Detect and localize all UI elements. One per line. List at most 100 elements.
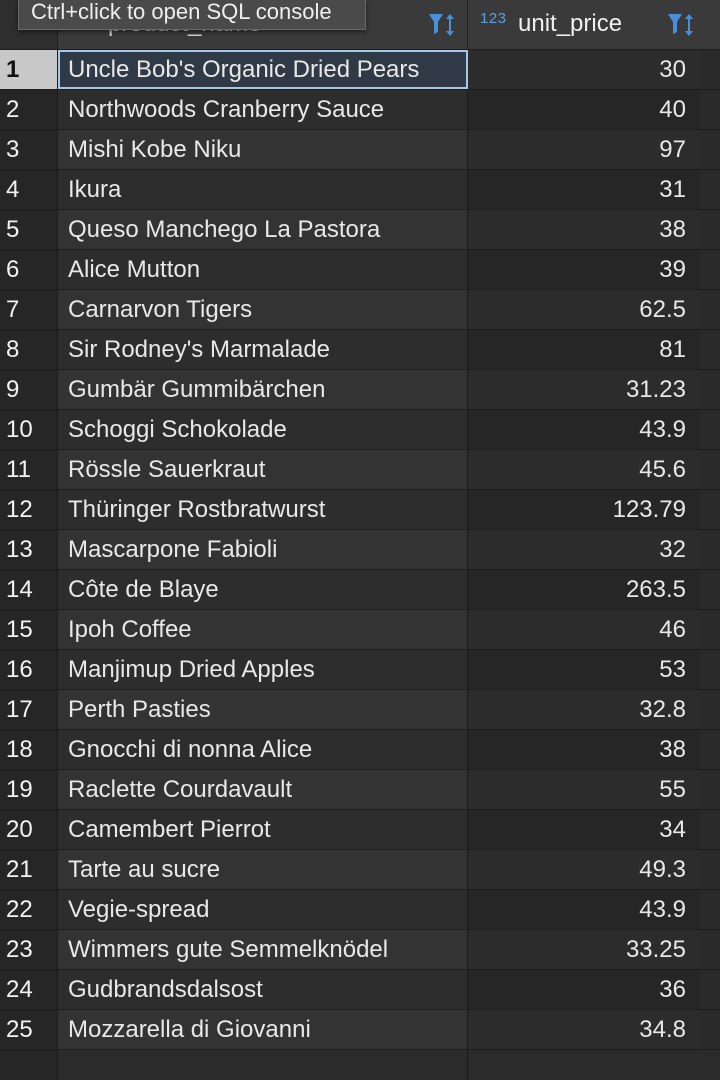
row-number[interactable]: 11 xyxy=(0,450,58,489)
row-number[interactable]: 25 xyxy=(0,1010,58,1049)
table-row[interactable]: 1 Uncle Bob's Organic Dried Pears 30 xyxy=(0,50,720,90)
cell-product-name[interactable]: Mishi Kobe Niku xyxy=(58,130,468,169)
cell-unit-price[interactable]: 31.23 xyxy=(468,370,700,409)
cell-product-name[interactable]: Wimmers gute Semmelknödel xyxy=(58,930,468,969)
filter-sort-icon[interactable] xyxy=(666,10,698,40)
cell-product-name[interactable]: Gnocchi di nonna Alice xyxy=(58,730,468,769)
row-number[interactable]: 24 xyxy=(0,970,58,1009)
cell-unit-price[interactable]: 36 xyxy=(468,970,700,1009)
table-row[interactable]: 25 Mozzarella di Giovanni 34.8 xyxy=(0,1010,720,1050)
table-row[interactable]: 16 Manjimup Dried Apples 53 xyxy=(0,650,720,690)
row-number[interactable]: 5 xyxy=(0,210,58,249)
row-number[interactable]: 1 xyxy=(0,50,58,89)
row-number[interactable]: 9 xyxy=(0,370,58,409)
cell-product-name[interactable]: Mascarpone Fabioli xyxy=(58,530,468,569)
cell-product-name[interactable]: Mozzarella di Giovanni xyxy=(58,1010,468,1049)
cell-product-name[interactable]: Tarte au sucre xyxy=(58,850,468,889)
table-row[interactable]: 15 Ipoh Coffee 46 xyxy=(0,610,720,650)
table-row[interactable]: 7 Carnarvon Tigers 62.5 xyxy=(0,290,720,330)
table-row[interactable]: 21 Tarte au sucre 49.3 xyxy=(0,850,720,890)
table-row[interactable]: 8 Sir Rodney's Marmalade 81 xyxy=(0,330,720,370)
cell-unit-price[interactable]: 39 xyxy=(468,250,700,289)
cell-unit-price[interactable]: 32.8 xyxy=(468,690,700,729)
row-number[interactable]: 14 xyxy=(0,570,58,609)
table-row[interactable]: 19 Raclette Courdavault 55 xyxy=(0,770,720,810)
cell-product-name[interactable]: Uncle Bob's Organic Dried Pears xyxy=(58,50,468,89)
table-row[interactable]: 5 Queso Manchego La Pastora 38 xyxy=(0,210,720,250)
table-row[interactable]: 17 Perth Pasties 32.8 xyxy=(0,690,720,730)
cell-product-name[interactable]: Perth Pasties xyxy=(58,690,468,729)
cell-product-name[interactable]: Ipoh Coffee xyxy=(58,610,468,649)
table-row[interactable]: 23 Wimmers gute Semmelknödel 33.25 xyxy=(0,930,720,970)
cell-product-name[interactable]: Rössle Sauerkraut xyxy=(58,450,468,489)
cell-unit-price[interactable]: 43.9 xyxy=(468,410,700,449)
cell-product-name[interactable]: Raclette Courdavault xyxy=(58,770,468,809)
table-row[interactable]: 9 Gumbär Gummibärchen 31.23 xyxy=(0,370,720,410)
cell-product-name[interactable]: Thüringer Rostbratwurst xyxy=(58,490,468,529)
row-number[interactable]: 19 xyxy=(0,770,58,809)
table-row[interactable]: 2 Northwoods Cranberry Sauce 40 xyxy=(0,90,720,130)
cell-unit-price[interactable]: 55 xyxy=(468,770,700,809)
row-number[interactable]: 16 xyxy=(0,650,58,689)
table-row[interactable]: 24 Gudbrandsdalsost 36 xyxy=(0,970,720,1010)
cell-product-name[interactable]: Carnarvon Tigers xyxy=(58,290,468,329)
row-number[interactable]: 4 xyxy=(0,170,58,209)
row-number[interactable]: 17 xyxy=(0,690,58,729)
row-number[interactable]: 20 xyxy=(0,810,58,849)
cell-unit-price[interactable]: 62.5 xyxy=(468,290,700,329)
cell-unit-price[interactable]: 40 xyxy=(468,90,700,129)
cell-unit-price[interactable]: 49.3 xyxy=(468,850,700,889)
row-number[interactable]: 3 xyxy=(0,130,58,169)
table-row[interactable]: 18 Gnocchi di nonna Alice 38 xyxy=(0,730,720,770)
table-row[interactable]: 11 Rössle Sauerkraut 45.6 xyxy=(0,450,720,490)
cell-unit-price[interactable]: 31 xyxy=(468,170,700,209)
cell-unit-price[interactable]: 32 xyxy=(468,530,700,569)
table-row[interactable]: 12 Thüringer Rostbratwurst 123.79 xyxy=(0,490,720,530)
cell-product-name[interactable]: Alice Mutton xyxy=(58,250,468,289)
table-row[interactable]: 6 Alice Mutton 39 xyxy=(0,250,720,290)
row-number[interactable]: 12 xyxy=(0,490,58,529)
cell-unit-price[interactable]: 30 xyxy=(468,50,700,89)
cell-product-name[interactable]: Manjimup Dried Apples xyxy=(58,650,468,689)
cell-unit-price[interactable]: 34.8 xyxy=(468,1010,700,1049)
cell-product-name[interactable]: Northwoods Cranberry Sauce xyxy=(58,90,468,129)
row-number[interactable]: 10 xyxy=(0,410,58,449)
cell-unit-price[interactable]: 34 xyxy=(468,810,700,849)
row-number[interactable]: 13 xyxy=(0,530,58,569)
row-number[interactable]: 6 xyxy=(0,250,58,289)
table-row[interactable]: 10 Schoggi Schokolade 43.9 xyxy=(0,410,720,450)
cell-product-name[interactable]: Gumbär Gummibärchen xyxy=(58,370,468,409)
row-number[interactable]: 15 xyxy=(0,610,58,649)
cell-unit-price[interactable]: 33.25 xyxy=(468,930,700,969)
column-header-unit-price[interactable]: 123 unit_price xyxy=(468,0,720,50)
cell-unit-price[interactable]: 81 xyxy=(468,330,700,369)
cell-product-name[interactable]: Ikura xyxy=(58,170,468,209)
row-number[interactable]: 8 xyxy=(0,330,58,369)
row-number[interactable]: 23 xyxy=(0,930,58,969)
table-row[interactable]: 4 Ikura 31 xyxy=(0,170,720,210)
cell-unit-price[interactable]: 38 xyxy=(468,210,700,249)
row-number[interactable]: 18 xyxy=(0,730,58,769)
cell-unit-price[interactable]: 263.5 xyxy=(468,570,700,609)
filter-sort-icon[interactable] xyxy=(427,10,459,40)
table-row[interactable]: 22 Vegie-spread 43.9 xyxy=(0,890,720,930)
cell-unit-price[interactable]: 45.6 xyxy=(468,450,700,489)
cell-product-name[interactable]: Côte de Blaye xyxy=(58,570,468,609)
cell-unit-price[interactable]: 43.9 xyxy=(468,890,700,929)
cell-product-name[interactable]: Queso Manchego La Pastora xyxy=(58,210,468,249)
row-number[interactable]: 21 xyxy=(0,850,58,889)
row-number[interactable]: 22 xyxy=(0,890,58,929)
cell-product-name[interactable]: Gudbrandsdalsost xyxy=(58,970,468,1009)
cell-unit-price[interactable]: 38 xyxy=(468,730,700,769)
cell-product-name[interactable]: Sir Rodney's Marmalade xyxy=(58,330,468,369)
cell-unit-price[interactable]: 53 xyxy=(468,650,700,689)
cell-unit-price[interactable]: 123.79 xyxy=(468,490,700,529)
cell-unit-price[interactable]: 46 xyxy=(468,610,700,649)
row-number[interactable]: 2 xyxy=(0,90,58,129)
cell-unit-price[interactable]: 97 xyxy=(468,130,700,169)
table-row[interactable]: 13 Mascarpone Fabioli 32 xyxy=(0,530,720,570)
table-row[interactable]: 14 Côte de Blaye 263.5 xyxy=(0,570,720,610)
table-row[interactable]: 20 Camembert Pierrot 34 xyxy=(0,810,720,850)
cell-product-name[interactable]: Schoggi Schokolade xyxy=(58,410,468,449)
row-number[interactable]: 7 xyxy=(0,290,58,329)
